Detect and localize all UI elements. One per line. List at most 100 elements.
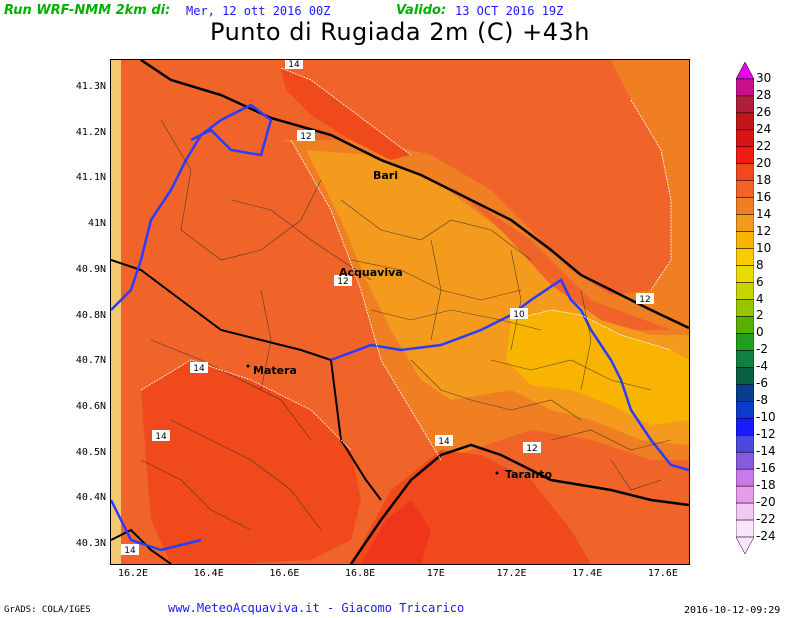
contour-label: 12 [639,295,650,305]
contour-label-group: 14 12 12 10 12 14 14 14 12 14 [121,60,654,556]
colorbar-label: 4 [756,291,764,306]
field-8 [506,310,689,425]
colorbar-swatch [736,485,754,504]
contour-lines [140,67,672,461]
contour-label: 14 [193,364,205,374]
colorbar-label: 30 [756,70,772,85]
contour-label: 14 [124,546,136,556]
colorbar-swatch [736,519,754,538]
colorbar-label: 22 [756,138,772,153]
lat-tick-label: 41.3N [75,81,106,92]
colorbar-swatch [736,401,754,419]
valid-label: Valido: [396,3,447,18]
colorbar-swatch [736,316,754,334]
map-panel: 14 12 12 10 12 14 14 14 12 14 Bari Acqua… [110,59,690,565]
colorbar-label: -18 [756,478,776,493]
lat-tick-label: 40.5N [75,446,106,458]
colorbar-label: 12 [756,223,772,238]
coastline-ionian [349,443,689,564]
colorbar-swatch [736,265,754,283]
colorbar-swatch [736,434,754,453]
colorbar-swatch [736,78,754,97]
colorbar-label: 28 [756,87,772,102]
colorbar-label: -14 [756,444,776,459]
lat-tick-label: 40.4N [75,492,106,504]
field-west-edge [111,60,121,564]
colorbar-swatch [736,451,754,470]
region-border-north [111,103,273,311]
colorbar-swatch [736,248,754,266]
site-credit: www.MeteoAcquaviva.it - Giacomo Tricaric… [168,601,465,615]
colorbar-label: -6 [756,376,768,391]
contour-label: 12 [300,132,311,142]
colorbar-swatch [736,129,754,148]
colorbar-swatch [736,333,754,351]
lon-tick-label: 16.2E [117,568,149,579]
colorbar-swatch [736,384,754,402]
colorbar-swatch [736,112,754,131]
colorbar-swatch [736,231,754,249]
lon-tick-label: 17.2E [496,568,527,579]
colorbar-bottom-arrow [736,536,754,554]
colorbar-swatch [736,418,754,436]
colorbar-swatch [736,502,754,521]
colorbar-label: -20 [756,495,776,510]
run-label: Run WRF-NMM 2km di: [4,3,171,18]
colorbar-swatch [736,163,754,182]
contour-label: 10 [513,310,525,320]
city-label-taranto: Taranto [505,468,552,481]
colorbar-label: 2 [756,308,764,323]
colorbar-label: 16 [756,189,772,204]
contour-label: 14 [288,60,300,70]
colorbar-label: 24 [756,121,772,136]
contour-label: 12 [526,444,537,454]
field-16-north [281,68,411,160]
lon-tick-label: 17.6E [647,568,678,579]
contour-label: 14 [438,437,450,447]
grads-credit: GrADS: COLA/IGES [4,605,91,615]
colorbar-swatch [736,299,754,317]
border-west [111,528,172,564]
colorbar-swatch [736,282,754,300]
lon-tick-label: 17.4E [572,568,603,579]
coastline-adriatic [140,60,689,330]
colorbar-label: 26 [756,104,772,119]
municipal-borders [140,119,672,531]
field-18-gulf [361,500,431,564]
lon-tick-label: 16.8E [345,568,376,579]
lon-tick-label: 16.6E [269,568,300,579]
colorbar-label: 20 [756,155,772,170]
colorbar-swatch [736,95,754,114]
lat-tick-label: 40.6N [75,400,106,412]
field-16-southwest [141,360,361,564]
colorbar-swatch [736,468,754,487]
colorbar-label: -12 [756,427,776,442]
city-acquaviva: Acquaviva [339,266,403,279]
colorbar-swatch [736,180,754,198]
colorbar-swatch [736,367,754,385]
city-bari: Bari [373,169,398,182]
lat-tick-label: 40.9N [75,263,106,275]
lat-tick-label: 41.1N [75,172,106,184]
lon-tick-label: 16.4E [193,568,224,579]
lat-tick-label: 40.7N [75,355,106,367]
city-label-matera: Matera [253,364,297,377]
lat-tick-label: 41.2N [75,126,106,138]
lat-tick-label: 40.8N [75,309,106,321]
colorbar-swatch [736,350,754,368]
border-basilicata [111,259,382,501]
colorbar-label: 6 [756,274,764,289]
colorbar-swatch [736,214,754,232]
colorbar-top-arrow [736,62,754,80]
region-border-central [330,278,689,472]
region-border-south [111,499,202,552]
valid-date: 13 OCT 2016 19Z [455,4,564,18]
city-label-acquaviva: Acquaviva [339,266,403,279]
lon-tick-label: 17E [426,568,445,579]
colorbar-label: -10 [756,410,776,425]
lat-tick-label: 40.3N [75,538,106,549]
field-12-east [281,60,689,330]
colorbar-label: 8 [756,257,764,272]
contour-label: 14 [155,432,167,442]
timestamp: 2016-10-12-09:29 [684,605,781,616]
